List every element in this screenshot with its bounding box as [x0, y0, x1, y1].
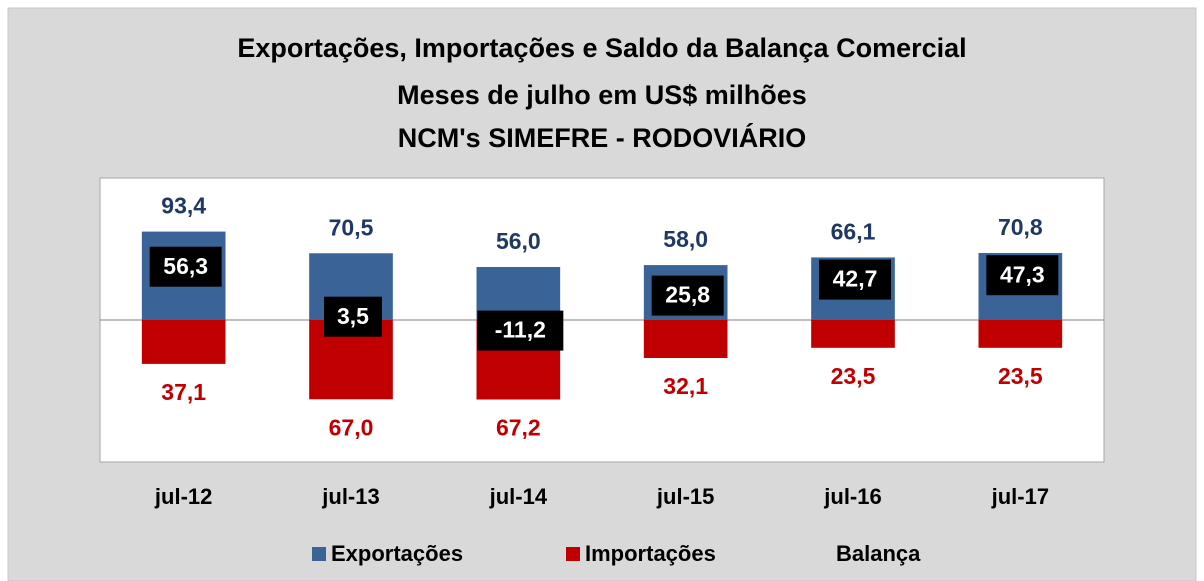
- data-label: 47,3: [1000, 261, 1045, 287]
- x-tick-label: jul-15: [656, 484, 714, 509]
- legend-label: Exportações: [331, 541, 463, 566]
- data-label: 70,8: [998, 214, 1043, 240]
- balance-box: [149, 246, 222, 287]
- legend-label: Importações: [585, 541, 716, 566]
- legend-swatch: [566, 547, 580, 561]
- data-label: 25,8: [665, 282, 710, 308]
- x-tick-label: jul-16: [823, 484, 881, 509]
- balance-box: [651, 275, 724, 316]
- data-label: 3,5: [337, 303, 369, 329]
- bar: [141, 320, 226, 364]
- x-tick-label: jul-14: [489, 484, 548, 509]
- chart-title: Exportações, Importações e Saldo da Bala…: [237, 33, 966, 63]
- balance-box: [819, 259, 891, 300]
- bar: [978, 320, 1063, 348]
- data-label: 56,0: [496, 228, 541, 254]
- data-label: 93,4: [161, 193, 206, 219]
- data-label: 58,0: [663, 226, 708, 252]
- data-label: 37,1: [161, 379, 206, 405]
- data-label: 23,5: [831, 363, 876, 389]
- balance-box: [477, 310, 564, 351]
- chart-subtitle: Meses de julho em US$ milhões: [397, 80, 807, 110]
- chart-subtitle: NCM's SIMEFRE - RODOVIÁRIO: [398, 122, 806, 153]
- data-label: 67,2: [496, 415, 541, 441]
- data-label: 70,5: [329, 214, 374, 240]
- data-label: -11,2: [495, 317, 546, 343]
- bar: [811, 320, 895, 348]
- data-label: 42,7: [833, 266, 878, 292]
- x-tick-label: jul-13: [321, 484, 379, 509]
- data-label: 66,1: [831, 219, 876, 245]
- data-label: 56,3: [163, 253, 208, 279]
- legend-label: Balança: [836, 541, 921, 566]
- balance-box: [986, 255, 1059, 296]
- balance-box: [324, 296, 382, 337]
- data-label: 23,5: [998, 363, 1043, 389]
- x-tick-label: jul-12: [154, 484, 212, 509]
- data-label: 67,0: [329, 414, 374, 440]
- legend-swatch: [312, 547, 326, 561]
- x-tick-label: jul-17: [991, 484, 1049, 509]
- data-label: 32,1: [663, 373, 708, 399]
- bar: [643, 320, 728, 358]
